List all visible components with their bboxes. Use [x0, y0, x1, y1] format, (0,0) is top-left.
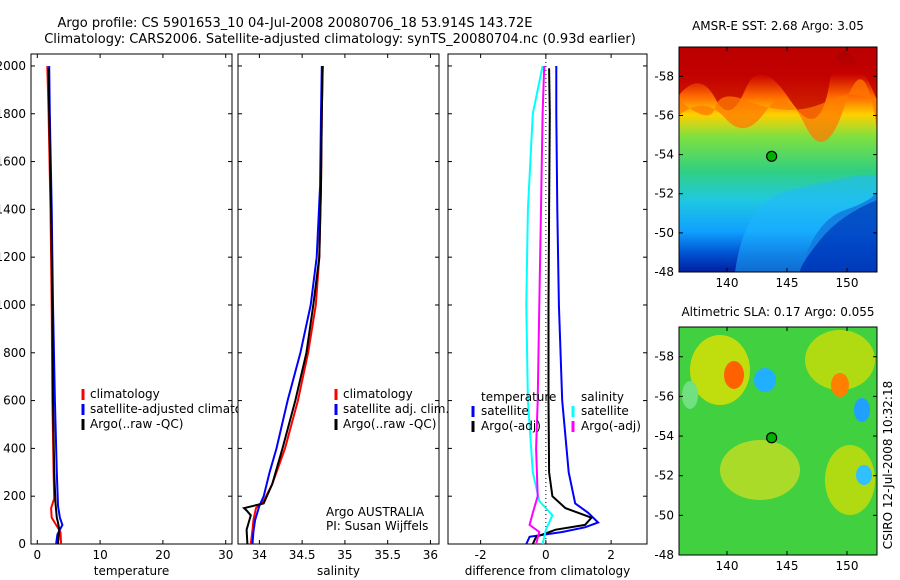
- y-tick-label: 1200: [0, 250, 26, 264]
- x-tick-label: 2: [607, 548, 615, 562]
- sla-low-eddy: [856, 465, 872, 485]
- sla-low-eddy: [682, 381, 698, 409]
- x-tick-label: 10: [92, 548, 107, 562]
- legend-label: satellite adj. clim.: [343, 402, 449, 416]
- legend-group-title: salinity: [581, 390, 624, 404]
- sla-map-panel: Altimetric SLA: 0.17 Argo: 0.055 140 145 1…: [654, 305, 878, 573]
- x-axis-label: temperature: [94, 564, 169, 578]
- x-tick-label: 36: [423, 548, 438, 562]
- y-tick-label: -56: [654, 108, 674, 122]
- sla-axes-box: [678, 326, 878, 556]
- x-tick-label: 35.5: [374, 548, 401, 562]
- difference-panel: -2 0 2 difference from climatology temperatu…: [447, 53, 648, 578]
- salinity-panel: 34 34.5 35 35.5 36 salinity climatologysatelli…: [237, 53, 449, 578]
- y-tick-label: -58: [654, 350, 674, 364]
- series-line: [251, 65, 323, 545]
- sla-map-title: Altimetric SLA: 0.17 Argo: 0.055: [681, 305, 874, 319]
- x-axis-label: salinity: [317, 564, 360, 578]
- sst-map-title: AMSR-E SST: 2.68 Argo: 3.05: [692, 19, 864, 33]
- y-tick-label: -48: [654, 265, 674, 279]
- legend-label: satellite-adjusted climatology: [90, 402, 268, 416]
- legend-label: Argo(..raw -QC): [90, 417, 183, 431]
- sla-yellow-band: [720, 440, 800, 500]
- y-tick-label: -52: [654, 187, 674, 201]
- legend-label: Argo(-adj): [481, 419, 541, 433]
- y-tick-label: 400: [3, 441, 26, 455]
- series-line: [525, 66, 600, 545]
- x-tick-label: 35: [337, 548, 352, 562]
- sla-high-eddy: [831, 373, 849, 397]
- y-tick-label: 1400: [0, 202, 26, 216]
- series-line: [241, 65, 324, 545]
- x-tick-label: 34.5: [289, 548, 316, 562]
- x-tick-label: 140: [716, 559, 739, 573]
- series-line: [531, 68, 594, 545]
- sst-map-panel: AMSR-E SST: 2.68 Argo: 3.05 140 145 150 -48…: [654, 19, 878, 290]
- figure-title-line1: Argo profile: CS 5901653_10 04-Jul-2008 …: [58, 16, 533, 31]
- difference-axes-box: [447, 53, 648, 545]
- sla-high-eddy: [724, 361, 744, 389]
- legend-label: Argo(-adj): [581, 419, 641, 433]
- series-line: [528, 65, 546, 545]
- y-tick-label: -54: [654, 429, 674, 443]
- legend-label: satellite: [481, 404, 529, 418]
- y-tick-label: 800: [3, 346, 26, 360]
- side-label: CSIRO 12-Jul-2008 10:32:18: [881, 381, 895, 549]
- legend-label: climatology: [90, 387, 160, 401]
- y-tick-label: 1000: [0, 298, 26, 312]
- y-tick-label: -48: [654, 548, 674, 562]
- x-axis-label: difference from climatology: [465, 564, 631, 578]
- sst-front-orange: [679, 79, 877, 142]
- y-tick-label: -56: [654, 389, 674, 403]
- argo-float-marker: [766, 150, 778, 162]
- y-tick-label: 200: [3, 489, 26, 503]
- temperature-axes-box: [30, 53, 233, 545]
- argo-float-marker: [766, 432, 778, 444]
- y-tick-label: 2000: [0, 59, 26, 73]
- x-tick-label: 30: [218, 548, 233, 562]
- x-tick-label: 150: [836, 559, 859, 573]
- legend-group-title: temperature: [481, 390, 556, 404]
- series-line: [47, 68, 61, 545]
- salinity-axes-box: [237, 53, 440, 545]
- x-tick-label: 34: [252, 548, 267, 562]
- sla-yellow-band: [805, 330, 875, 390]
- legend-label: climatology: [343, 387, 413, 401]
- y-tick-label: 1600: [0, 155, 26, 169]
- x-tick-label: 145: [776, 276, 799, 290]
- x-tick-label: -2: [475, 548, 487, 562]
- y-tick-label: 1800: [0, 107, 26, 121]
- y-tick-label: -50: [654, 226, 674, 240]
- y-tick-label: -58: [654, 69, 674, 83]
- y-tick-label: 600: [3, 394, 26, 408]
- x-tick-label: 20: [155, 548, 170, 562]
- x-tick-label: 145: [776, 559, 799, 573]
- sla-low-eddy: [754, 368, 776, 392]
- y-tick-label: -50: [654, 508, 674, 522]
- x-tick-label: 0: [542, 548, 550, 562]
- sst-axes-box: [678, 46, 878, 273]
- annotation-text: PI: Susan Wijffels: [326, 519, 428, 533]
- legend-label: satellite: [581, 404, 629, 418]
- x-tick-label: 0: [33, 548, 41, 562]
- x-tick-label: 150: [836, 276, 859, 290]
- sst-cold-patch: [800, 190, 877, 272]
- legend-label: Argo(..raw -QC): [343, 417, 436, 431]
- y-tick-label: -52: [654, 469, 674, 483]
- y-tick-label: -54: [654, 148, 674, 162]
- temperature-panel: 0 10 20 30 0 200 400 600 800 1000 1200 1400 1600 1800…: [0, 53, 268, 578]
- sla-low-eddy: [854, 398, 870, 422]
- figure-title-line2: Climatology: CARS2006. Satellite-adjuste…: [44, 32, 636, 47]
- sst-cyan-patch: [735, 175, 877, 272]
- annotation-text: Argo AUSTRALIA: [326, 505, 425, 519]
- sla-yellow-band: [825, 445, 875, 515]
- x-tick-label: 140: [716, 276, 739, 290]
- series-line: [525, 65, 554, 545]
- y-tick-label: 0: [18, 537, 26, 551]
